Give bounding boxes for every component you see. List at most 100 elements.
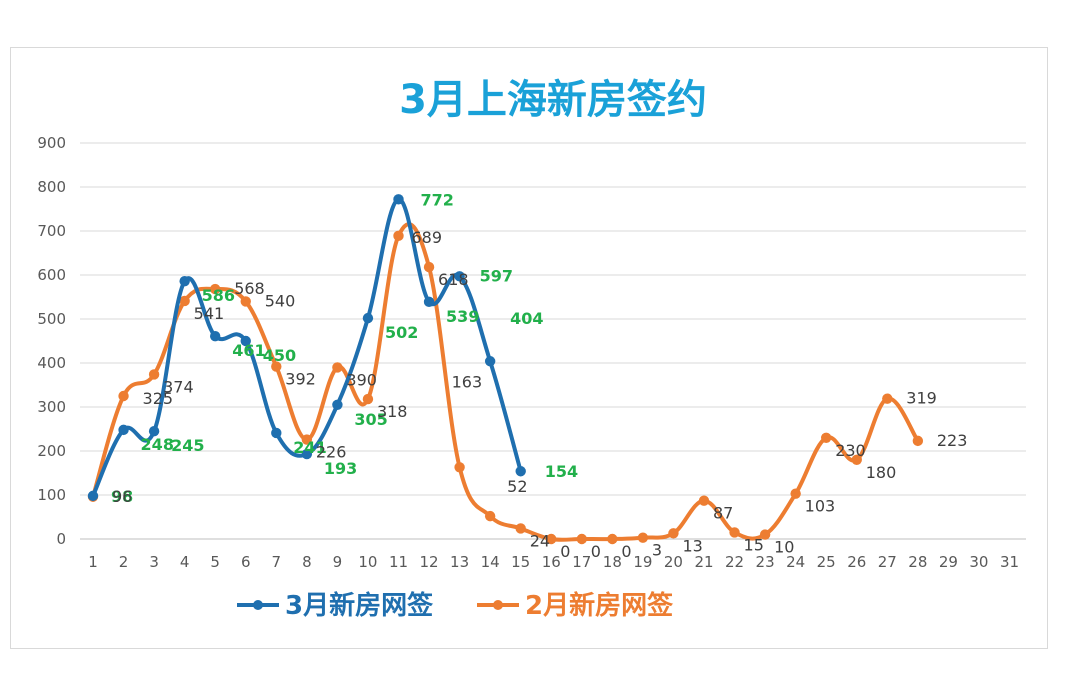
data-label-march: 502 — [385, 323, 418, 342]
x-tick-label: 30 — [969, 553, 988, 571]
x-tick-label: 23 — [756, 553, 775, 571]
data-label-february: 540 — [265, 291, 296, 310]
data-label-march: 305 — [354, 410, 387, 429]
data-label-february: 0 — [591, 542, 601, 561]
y-axis-ticks: 0 100 200 300 400 500 600 700 800 900 — [37, 134, 66, 548]
data-point-february — [393, 230, 404, 242]
data-label-march: 450 — [263, 346, 296, 365]
x-tick-label: 31 — [1000, 553, 1019, 571]
data-label-march: 98 — [111, 487, 133, 506]
data-point-march — [484, 356, 496, 367]
data-label-march: 404 — [510, 309, 543, 328]
data-point-february — [210, 283, 221, 295]
data-label-february: 10 — [774, 538, 794, 557]
y-tick-label: 600 — [37, 266, 66, 284]
data-point-march — [332, 399, 343, 410]
data-label-february: 0 — [560, 542, 570, 561]
x-tick-label: 19 — [633, 553, 652, 571]
data-point-february — [821, 432, 832, 443]
x-tick-label: 20 — [664, 553, 683, 571]
legend-item-march: 3月新房网签 — [237, 590, 434, 621]
data-point-february — [484, 510, 496, 522]
data-point-february — [668, 528, 679, 539]
legend-label: 3月新房网签 — [285, 590, 434, 621]
data-point-february — [607, 533, 618, 545]
data-label-february: 689 — [412, 228, 443, 247]
legend-marker — [253, 600, 263, 610]
data-point-february — [179, 295, 190, 307]
x-tick-label: 10 — [358, 553, 377, 571]
x-tick-label: 1 — [88, 553, 98, 571]
x-tick-label: 6 — [241, 553, 251, 571]
data-label-february: 319 — [906, 389, 937, 408]
data-point-march — [454, 271, 465, 282]
data-point-february — [576, 533, 587, 545]
data-point-february — [515, 523, 526, 534]
data-point-march — [515, 466, 526, 477]
x-tick-label: 28 — [908, 553, 927, 571]
data-label-february: 180 — [866, 463, 897, 482]
data-point-march — [301, 448, 313, 460]
chart-title: 3月上海新房签约 — [399, 77, 707, 123]
data-label-march: 461 — [232, 341, 265, 360]
data-label-february: 618 — [438, 270, 469, 289]
x-tick-label: 8 — [302, 553, 312, 571]
data-point-february — [912, 435, 924, 447]
data-label-march: 539 — [446, 307, 479, 326]
data-label-march: 586 — [202, 286, 235, 305]
data-point-february — [271, 361, 282, 372]
data-point-march — [118, 424, 129, 436]
data-label-march: 154 — [545, 462, 578, 481]
data-label-february: 374 — [163, 377, 194, 396]
legend-marker — [493, 600, 503, 610]
y-tick-label: 800 — [37, 178, 66, 196]
data-label-february: 13 — [682, 536, 702, 555]
data-point-february — [882, 393, 893, 404]
data-label-february: 87 — [713, 504, 733, 523]
data-label-february: 52 — [507, 477, 527, 496]
data-label-february: 325 — [143, 389, 174, 408]
data-label-february: 163 — [452, 372, 483, 391]
y-tick-label: 900 — [37, 134, 66, 152]
y-tick-label: 0 — [56, 530, 66, 548]
data-label-february: 24 — [530, 531, 550, 550]
data-label-february: 230 — [835, 441, 866, 460]
x-tick-label: 18 — [603, 553, 622, 571]
y-tick-label: 400 — [37, 354, 66, 372]
data-label-february: 15 — [744, 535, 764, 554]
data-point-february — [759, 529, 771, 540]
y-tick-label: 700 — [37, 222, 66, 240]
x-tick-label: 15 — [511, 553, 530, 571]
x-tick-label: 3 — [149, 553, 159, 571]
x-tick-label: 25 — [817, 553, 836, 571]
data-label-february: 3 — [652, 541, 662, 560]
data-point-february — [546, 533, 557, 545]
data-label-march: 241 — [293, 438, 326, 457]
x-tick-label: 14 — [481, 553, 500, 571]
x-tick-label: 12 — [420, 553, 439, 571]
data-label-february: 318 — [377, 402, 408, 421]
data-label-february: 223 — [937, 431, 968, 450]
data-label-march: 193 — [324, 459, 357, 478]
data-point-march — [148, 426, 160, 437]
data-label-february: 568 — [234, 279, 265, 298]
data-label-february: 96 — [112, 487, 132, 506]
legend: 3月新房网签 2月新房网签 — [237, 590, 674, 621]
x-tick-label: 29 — [939, 553, 958, 571]
y-tick-label: 200 — [37, 442, 66, 460]
x-tick-label: 2 — [119, 553, 129, 571]
data-label-march: 245 — [171, 436, 204, 455]
x-tick-label: 11 — [389, 553, 408, 571]
data-point-february — [148, 369, 160, 380]
legend-item-february: 2月新房网签 — [477, 590, 674, 621]
data-label-february: 390 — [346, 370, 377, 389]
y-tick-label: 500 — [37, 310, 66, 328]
chart-frame — [10, 47, 1048, 649]
x-tick-label: 22 — [725, 553, 744, 571]
data-label-february: 226 — [316, 443, 347, 462]
data-point-march — [210, 330, 221, 342]
data-point-february — [423, 261, 435, 273]
data-point-february — [118, 390, 129, 402]
x-tick-label: 24 — [786, 553, 805, 571]
